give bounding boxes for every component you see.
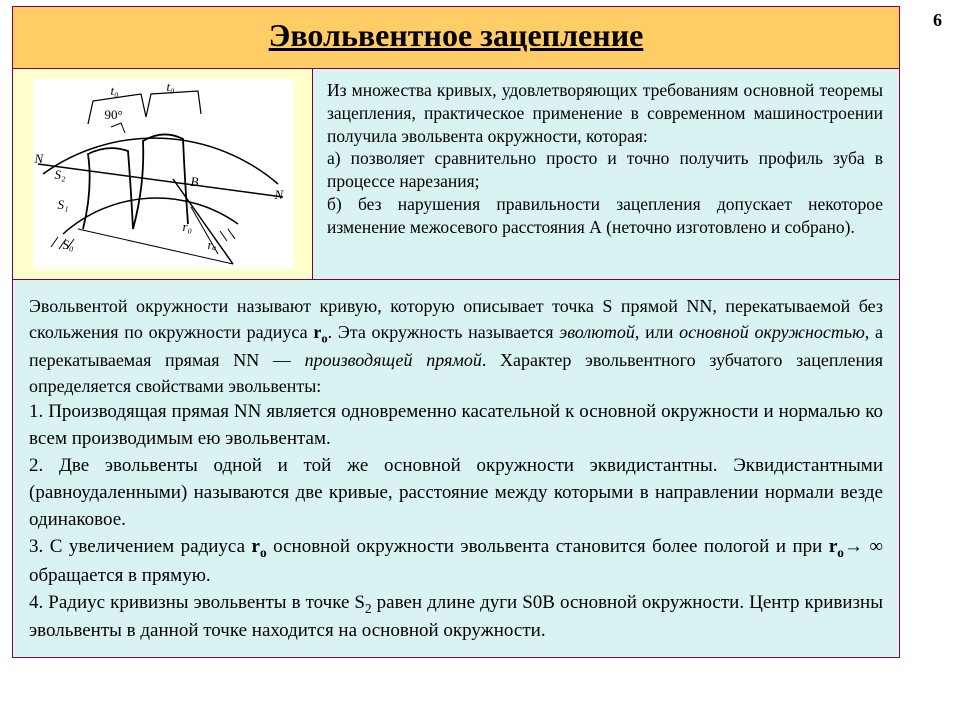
label-S0: S₀ xyxy=(63,237,74,253)
prop3-ro2-sub: о xyxy=(837,545,844,560)
prop4-sub: 2 xyxy=(365,600,372,615)
intro-text-cell: Из множества кривых, удовлетворяющих тре… xyxy=(313,69,899,279)
content-frame: Эвольвентное зацепление xyxy=(12,6,900,658)
property-4: 4. Радиус кривизны эвольвенты в точке S2… xyxy=(29,590,883,646)
label-N-left: N xyxy=(35,151,44,167)
prop3-ro-sub: о xyxy=(260,545,267,560)
label-r0: r₀ xyxy=(183,219,193,235)
label-N-right: N xyxy=(275,187,284,203)
diagram-cell: N N S₀ S₁ S₂ B rₐ r₀ 90° t₀ t₀ xyxy=(13,69,313,279)
prop4-a: 4. Радиус кривизны эвольвенты в точке S xyxy=(29,592,365,613)
property-2: 2. Две эвольвенты одной и той же основно… xyxy=(29,453,883,534)
intro-row: N N S₀ S₁ S₂ B rₐ r₀ 90° t₀ t₀ Из множес… xyxy=(13,69,899,280)
label-t0-left: t₀ xyxy=(111,83,119,99)
page-number: 6 xyxy=(933,10,942,31)
intro-item-a: а) позволяет сравнительно просто и точно… xyxy=(327,147,883,193)
label-B: B xyxy=(191,174,199,190)
prop3-a: 3. С увеличением радиуса xyxy=(29,536,252,557)
def-base-circle: основной окружностью xyxy=(679,322,865,342)
diagram-box: N N S₀ S₁ S₂ B rₐ r₀ 90° t₀ t₀ xyxy=(33,79,293,269)
property-1: 1. Производящая прямая NN является однов… xyxy=(29,399,883,453)
prop3-b: основной окружности эвольвента становитс… xyxy=(267,536,829,557)
property-3: 3. С увеличением радиуса rо основной окр… xyxy=(29,534,883,590)
def-generating-line: производящей прямой xyxy=(305,350,482,370)
title-bar: Эвольвентное зацепление xyxy=(13,7,899,69)
prop3-ro: r xyxy=(252,536,260,557)
label-S1: S₁ xyxy=(58,197,69,213)
label-t0-right: t₀ xyxy=(167,79,175,95)
intro-item-b: б) без нарушения правильности зацепления… xyxy=(327,193,883,239)
page-title: Эвольвентное зацепление xyxy=(269,17,644,53)
def-text-3: , или xyxy=(635,322,679,342)
label-ra: rₐ xyxy=(208,237,217,253)
label-90deg: 90° xyxy=(105,107,123,123)
def-text-2: . Эта окружность называется xyxy=(328,322,560,342)
definition-body: Эвольвентой окружности называют кривую, … xyxy=(13,280,899,657)
label-S2: S₂ xyxy=(55,167,66,183)
intro-paragraph: Из множества кривых, удовлетворяющих тре… xyxy=(327,79,883,147)
definition-paragraph: Эвольвентой окружности называют кривую, … xyxy=(29,294,883,399)
def-evoluta: эволютой xyxy=(559,322,635,342)
